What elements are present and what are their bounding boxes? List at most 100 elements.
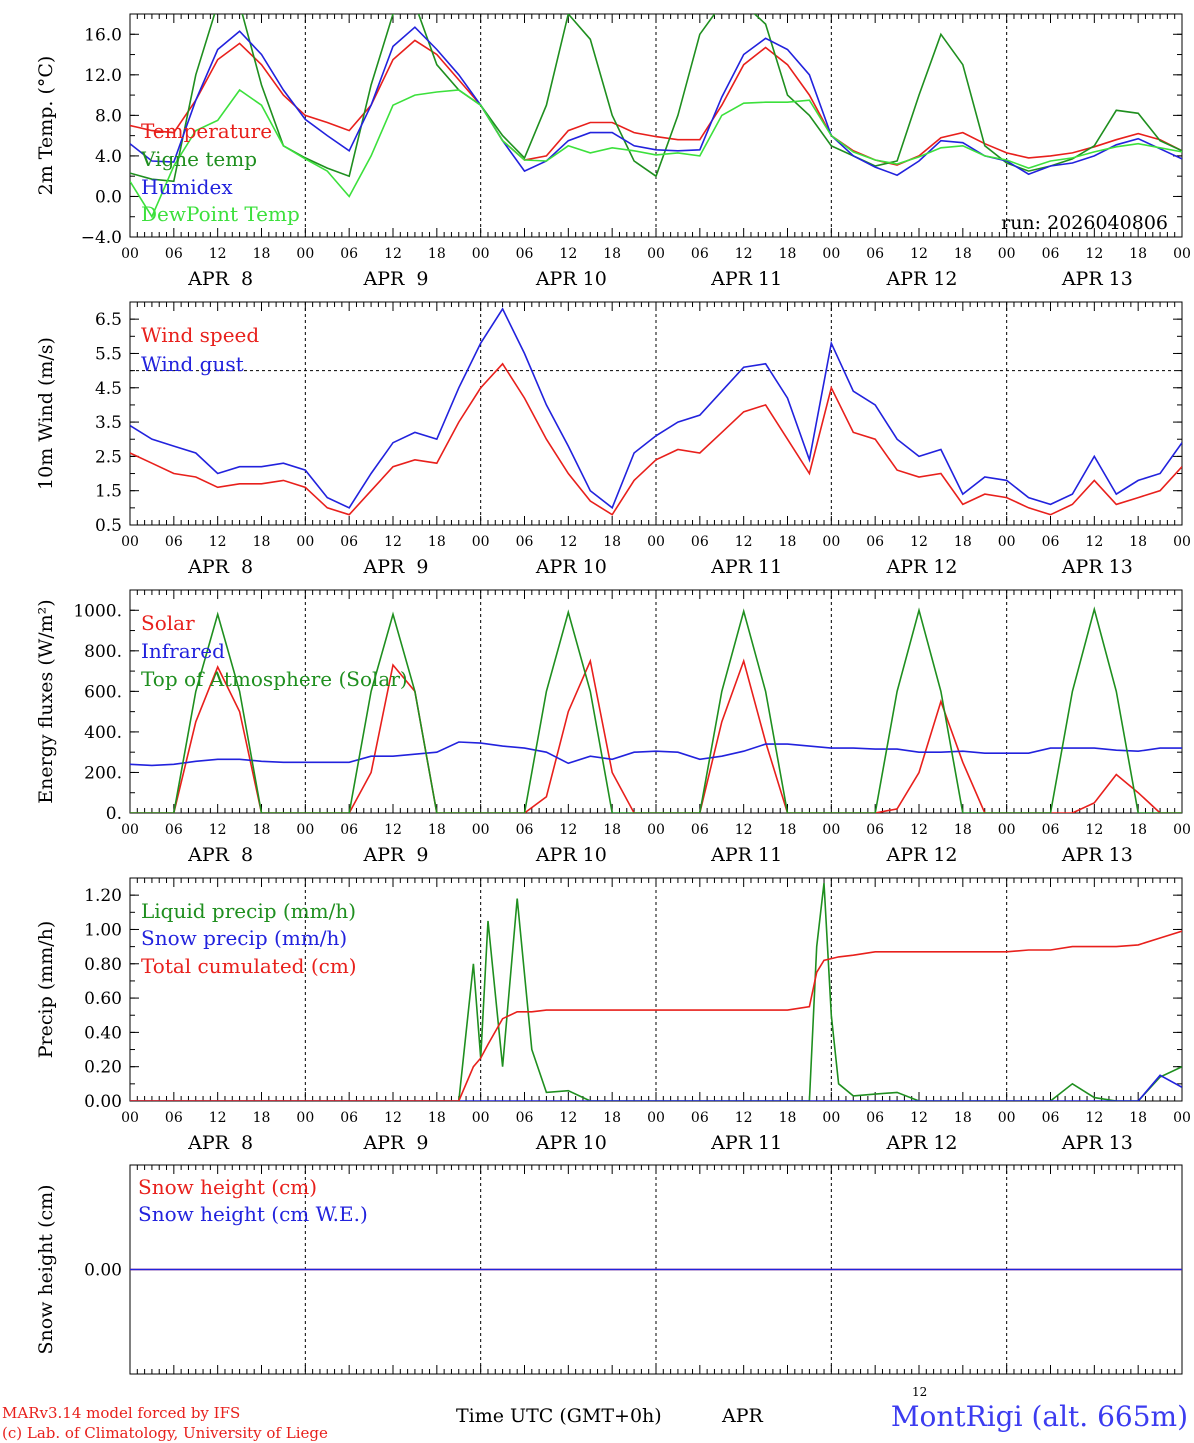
x-hour-label: 06 <box>165 1110 183 1126</box>
x-hour-label: 00 <box>1173 822 1191 838</box>
x-hour-label: 18 <box>1129 246 1147 262</box>
y-axis-title: Precip (mm/h) <box>35 921 57 1059</box>
x-hour-label: 00 <box>1173 534 1191 550</box>
x-hour-label: 00 <box>296 246 314 262</box>
x-day-label: APR 9 <box>363 1132 429 1154</box>
x-hour-label: 00 <box>822 822 840 838</box>
x-day-label: APR 8 <box>187 844 253 866</box>
x-hour-label: 00 <box>296 1110 314 1126</box>
x-hour-label: 06 <box>691 246 709 262</box>
y-axis-title: Energy fluxes (W/m²) <box>35 599 57 803</box>
x-hour-label: 12 <box>559 246 577 262</box>
x-day-label: APR 8 <box>187 556 253 578</box>
y-tick-label: 0.40 <box>84 1023 122 1043</box>
legend-entry: Snow height (cm W.E.) <box>138 1202 368 1226</box>
legend-entry: Top of Atmosphere (Solar) <box>141 667 408 691</box>
x-hour-label: 12 <box>1085 246 1103 262</box>
y-tick-label: 1000. <box>73 601 122 621</box>
x-day-label: APR 11 <box>710 1132 782 1154</box>
y-tick-label: 400. <box>84 723 122 743</box>
x-hour-label: 00 <box>472 534 490 550</box>
x-hour-label: 06 <box>516 534 534 550</box>
legend-entry: Solar <box>141 611 195 635</box>
x-hour-label: 18 <box>779 534 797 550</box>
x-day-label: APR 10 <box>535 556 607 578</box>
x-hour-label: 12 <box>1085 534 1103 550</box>
x-hour-label: 06 <box>1042 1110 1060 1126</box>
x-hour-label: 12 <box>735 534 753 550</box>
x-hour-label: 00 <box>647 534 665 550</box>
x-hour-label: 18 <box>253 822 271 838</box>
x-hour-label: 12 <box>910 822 928 838</box>
x-day-label: APR 10 <box>535 844 607 866</box>
x-hour-label: 18 <box>779 822 797 838</box>
x-hour-label: 00 <box>998 246 1016 262</box>
superscript-label: 12 <box>912 1385 928 1399</box>
legend-entry: Snow height (cm) <box>138 1175 317 1199</box>
x-hour-label: 00 <box>472 822 490 838</box>
y-axis-title: 10m Wind (m/s) <box>35 337 57 490</box>
x-hour-label: 18 <box>1129 534 1147 550</box>
x-hour-label: 00 <box>472 1110 490 1126</box>
y-axis-title: 2m Temp. (°C) <box>35 56 57 196</box>
x-hour-label: 00 <box>121 534 139 550</box>
x-hour-label: 00 <box>998 534 1016 550</box>
x-hour-label: 00 <box>822 1110 840 1126</box>
panel-frame <box>129 589 1183 814</box>
x-hour-label: 18 <box>779 1110 797 1126</box>
x-hour-label: 00 <box>822 534 840 550</box>
x-hour-label: 06 <box>691 822 709 838</box>
x-hour-label: 06 <box>340 1110 358 1126</box>
x-day-label: APR 8 <box>187 268 253 290</box>
legend-entry: Liquid precip (mm/h) <box>141 899 356 923</box>
x-hour-label: 12 <box>910 246 928 262</box>
x-day-label: APR 13 <box>1061 556 1133 578</box>
x-hour-label: 18 <box>253 246 271 262</box>
x-hour-label: 12 <box>910 534 928 550</box>
x-hour-label: 12 <box>559 1110 577 1126</box>
x-hour-label: 06 <box>691 1110 709 1126</box>
x-day-label: APR 10 <box>535 268 607 290</box>
x-hour-label: 12 <box>384 246 402 262</box>
x-hour-label: 06 <box>866 534 884 550</box>
legend-entry: Total cumulated (cm) <box>141 954 357 978</box>
time-axis-label: Time UTC (GMT+0h) <box>456 1405 662 1427</box>
x-hour-label: 06 <box>340 534 358 550</box>
x-hour-label: 18 <box>1129 1110 1147 1126</box>
series-line-wind-gust <box>130 307 1182 510</box>
x-hour-label: 06 <box>1042 534 1060 550</box>
y-tick-label: 1.00 <box>84 920 122 940</box>
y-tick-label: 800. <box>84 642 122 662</box>
y-tick-label: 8.0 <box>95 106 122 126</box>
y-tick-label: 600. <box>84 682 122 702</box>
x-hour-label: 00 <box>822 246 840 262</box>
x-hour-label: 18 <box>1129 822 1147 838</box>
x-hour-label: 00 <box>296 822 314 838</box>
x-hour-label: 06 <box>866 822 884 838</box>
y-tick-label: 0.0 <box>95 187 122 207</box>
x-day-label: APR 13 <box>1061 268 1133 290</box>
x-day-label: APR 13 <box>1061 1132 1133 1154</box>
x-hour-label: 06 <box>340 822 358 838</box>
x-hour-label: 00 <box>647 822 665 838</box>
x-day-label: APR 11 <box>710 556 782 578</box>
x-day-label: APR 9 <box>363 844 429 866</box>
x-hour-label: 18 <box>603 822 621 838</box>
x-hour-label: 12 <box>559 534 577 550</box>
x-day-label: APR 9 <box>363 556 429 578</box>
y-tick-label: 200. <box>84 763 122 783</box>
x-hour-label: 12 <box>209 534 227 550</box>
y-tick-label: 12.0 <box>84 66 122 86</box>
x-hour-label: 18 <box>603 1110 621 1126</box>
x-hour-label: 06 <box>1042 246 1060 262</box>
run-annotation: run: 2026040806 <box>1001 212 1168 234</box>
y-tick-label: 2.5 <box>95 447 122 467</box>
series-line-dewpoint-temp <box>130 88 1182 219</box>
x-day-label: APR 11 <box>710 844 782 866</box>
y-tick-label: 0. <box>106 804 122 824</box>
x-hour-label: 18 <box>428 1110 446 1126</box>
x-hour-label: 18 <box>253 1110 271 1126</box>
legend-entry: Temperature <box>141 119 272 143</box>
x-hour-label: 18 <box>954 1110 972 1126</box>
model-line-1: MARv3.14 model forced by IFS <box>2 1404 241 1422</box>
